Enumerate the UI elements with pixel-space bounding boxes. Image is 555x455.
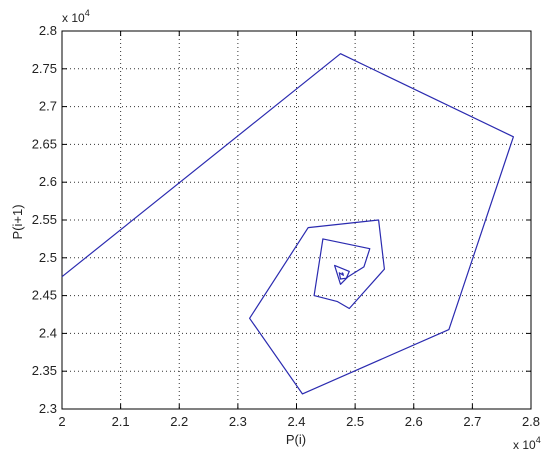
- y-multiplier-exp: 4: [85, 8, 90, 18]
- x-tick-label: 2: [58, 414, 65, 429]
- x-multiplier: x 104: [513, 435, 541, 452]
- x-tick-label: 2.2: [170, 414, 188, 429]
- y-axis-label: P(i+1): [10, 204, 25, 239]
- y-tick-labels: 2.3 2.35 2.4 2.45 2.5 2.55 2.6 2.65 2.7 2.75 2.8: [32, 23, 57, 416]
- y-tick-label: 2.35: [32, 363, 57, 378]
- x-tick-label: 2.3: [229, 414, 247, 429]
- x-axis-label: P(i): [286, 432, 306, 447]
- y-tick-label: 2.5: [39, 250, 57, 265]
- y-tick-label: 2.6: [39, 174, 57, 189]
- y-tick-label: 2.8: [39, 23, 57, 38]
- x-tick-label: 2.1: [112, 414, 130, 429]
- y-multiplier: x 104: [62, 8, 90, 25]
- y-tick-label: 2.7: [39, 99, 57, 114]
- y-tick-label: 2.75: [32, 61, 57, 76]
- y-tick-label: 2.45: [32, 288, 57, 303]
- axis-ticks: [61, 30, 532, 410]
- x-tick-labels: 2 2.1 2.2 2.3 2.4 2.5 2.6 2.7 2.8: [58, 414, 540, 429]
- series-group: [61, 53, 515, 395]
- x-tick-label: 2.6: [405, 414, 423, 429]
- x-multiplier-base: x 10: [513, 438, 536, 452]
- y-tick-label: 2.4: [39, 325, 57, 340]
- x-tick-label: 2.5: [346, 414, 364, 429]
- x-tick-label: 2.7: [463, 414, 481, 429]
- y-tick-label: 2.3: [39, 401, 57, 416]
- y-tick-label: 2.65: [32, 136, 57, 151]
- y-multiplier-base: x 10: [62, 11, 85, 25]
- x-tick-label: 2.4: [287, 414, 305, 429]
- series-line: [61, 53, 515, 395]
- plot-area: [62, 31, 531, 409]
- y-tick-label: 2.55: [32, 212, 57, 227]
- x-tick-label: 2.8: [522, 414, 540, 429]
- x-multiplier-exp: 4: [536, 435, 541, 445]
